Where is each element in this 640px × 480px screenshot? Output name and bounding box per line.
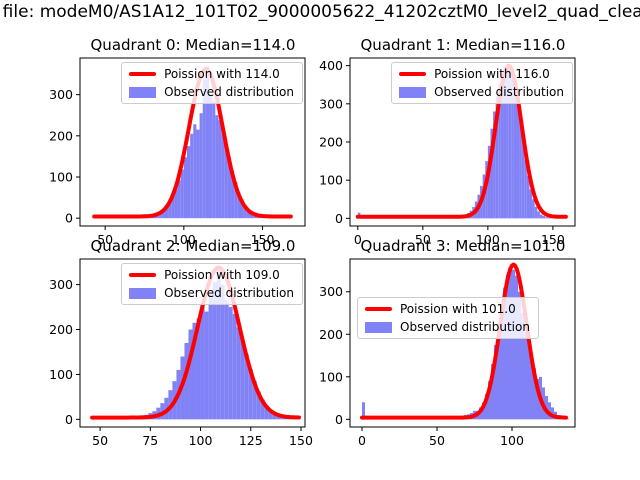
svg-text:0: 0 <box>335 211 343 226</box>
plot-canvas-quadrant-0: 50 100 150 0 100 200 300 <box>49 57 306 247</box>
poisson-curve <box>355 63 568 219</box>
observed-patch-swatch <box>365 321 392 333</box>
plot-canvas-quadrant-3: 0 50 100 0 100 200 300 <box>319 258 576 448</box>
subplot-quadrant-0: Quadrant 0: Median=114.0 50 100 150 0 100 200… <box>30 36 320 250</box>
svg-text:75: 75 <box>142 433 158 448</box>
svg-text:300: 300 <box>49 277 73 292</box>
legend-quadrant-3: Poission with 101.0 Observed distributio… <box>357 297 539 339</box>
poisson-line-swatch <box>129 273 157 277</box>
svg-text:200: 200 <box>49 128 73 143</box>
svg-text:100: 100 <box>476 232 500 247</box>
svg-text:100: 100 <box>172 232 196 247</box>
svg-text:50: 50 <box>92 433 108 448</box>
subplot-title-quadrant-1: Quadrant 1: Median=116.0 <box>360 36 566 54</box>
svg-text:300: 300 <box>49 87 73 102</box>
svg-text:0: 0 <box>65 211 73 226</box>
svg-text:0: 0 <box>335 412 343 427</box>
legend-quadrant-2: Poission with 109.0 Observed distributio… <box>121 263 303 305</box>
axes-box <box>79 258 306 428</box>
poisson-curve <box>360 262 568 420</box>
poisson-line-swatch <box>365 307 392 311</box>
svg-text:0: 0 <box>354 232 362 247</box>
svg-text:50: 50 <box>97 232 113 247</box>
svg-text:400: 400 <box>319 58 343 73</box>
axis-ticks: 0 50 100 150 0 100 200 300 400 <box>319 58 565 247</box>
axis-ticks: 50 75 100 125 150 0 100 200 300 <box>49 277 313 448</box>
svg-text:0: 0 <box>358 433 366 448</box>
plot-canvas-quadrant-2: 50 75 100 125 150 0 100 200 300 <box>49 258 313 448</box>
svg-text:300: 300 <box>319 284 343 299</box>
legend-row-observed: Observed distribution <box>399 85 564 99</box>
poisson-curve <box>90 265 301 420</box>
svg-text:0: 0 <box>65 412 73 427</box>
axes-box <box>349 258 576 428</box>
axes-box <box>79 57 306 227</box>
figure-title: n file: modeM0/AS1A12_101T02_9000005622_… <box>0 2 640 22</box>
subplot-quadrant-1: Quadrant 1: Median=116.0 0 50 100 150 0 100 20… <box>300 36 590 250</box>
legend-label-poisson: Poission with 109.0 <box>164 268 280 282</box>
svg-text:150: 150 <box>251 232 275 247</box>
subplot-quadrant-3: Quadrant 3: Median=101.0 0 50 100 0 100 200 30… <box>300 237 590 451</box>
plot-canvas-quadrant-1: 0 50 100 150 0 100 200 300 400 <box>319 57 576 247</box>
legend-row-observed: Observed distribution <box>365 320 530 334</box>
poisson-line-swatch <box>129 72 157 76</box>
svg-text:200: 200 <box>319 327 343 342</box>
legend-label-observed: Observed distribution <box>434 85 564 99</box>
legend-label-observed: Observed distribution <box>164 286 294 300</box>
svg-text:200: 200 <box>49 322 73 337</box>
legend-row-poisson: Poission with 101.0 <box>365 302 530 316</box>
poisson-line-swatch <box>399 72 427 76</box>
legend-label-poisson: Poission with 116.0 <box>434 67 550 81</box>
observed-patch-swatch <box>129 86 157 98</box>
svg-text:100: 100 <box>49 170 73 185</box>
legend-label-poisson: Poission with 101.0 <box>400 302 516 316</box>
svg-text:100: 100 <box>319 369 343 384</box>
svg-text:100: 100 <box>500 433 524 448</box>
svg-text:200: 200 <box>319 135 343 150</box>
axis-ticks: 50 100 150 0 100 200 300 <box>49 87 274 247</box>
subplot-quadrant-2: Quadrant 2: Median=109.0 50 75 100 125 150 0 1… <box>30 237 320 451</box>
legend-row-observed: Observed distribution <box>129 286 294 300</box>
svg-text:300: 300 <box>319 96 343 111</box>
histogram-bars <box>120 65 263 219</box>
legend-row-poisson: Poission with 109.0 <box>129 268 294 282</box>
svg-text:125: 125 <box>239 433 263 448</box>
legend-row-poisson: Poission with 114.0 <box>129 67 294 81</box>
observed-patch-swatch <box>399 86 427 98</box>
legend-row-poisson: Poission with 116.0 <box>399 67 564 81</box>
subplot-title-quadrant-0: Quadrant 0: Median=114.0 <box>90 36 296 54</box>
legend-quadrant-1: Poission with 116.0 Observed distributio… <box>391 62 573 104</box>
svg-text:150: 150 <box>289 433 313 448</box>
svg-text:100: 100 <box>189 433 213 448</box>
svg-text:150: 150 <box>541 232 565 247</box>
poisson-curve <box>92 67 293 219</box>
svg-text:50: 50 <box>429 433 445 448</box>
subplot-title-quadrant-2: Quadrant 2: Median=109.0 <box>90 237 296 255</box>
legend-label-poisson: Poission with 114.0 <box>164 67 280 81</box>
legend-label-observed: Observed distribution <box>164 85 294 99</box>
svg-text:100: 100 <box>319 173 343 188</box>
svg-text:100: 100 <box>49 367 73 382</box>
legend-quadrant-0: Poission with 114.0 Observed distributio… <box>121 62 303 104</box>
svg-text:50: 50 <box>415 232 431 247</box>
legend-label-observed: Observed distribution <box>400 320 530 334</box>
observed-patch-swatch <box>129 287 157 299</box>
legend-row-observed: Observed distribution <box>129 85 294 99</box>
axis-ticks: 0 50 100 0 100 200 300 <box>319 284 524 448</box>
subplot-title-quadrant-3: Quadrant 3: Median=101.0 <box>360 237 566 255</box>
